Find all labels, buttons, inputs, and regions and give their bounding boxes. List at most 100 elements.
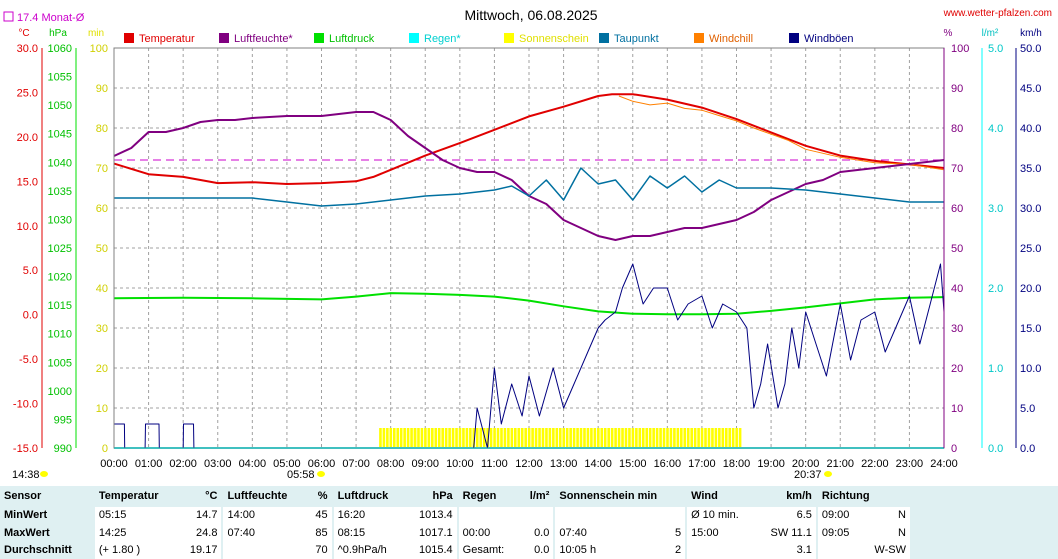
sunshine-bar [652, 428, 655, 448]
chart-title: Mittwoch, 06.08.2025 [464, 7, 597, 23]
unit-humidity: % [944, 28, 953, 39]
stats-cell: 19.17 [177, 541, 223, 559]
wind-tick: 40.0 [1020, 123, 1041, 135]
stats-cell: 14.7 [177, 506, 223, 525]
sunshine-bar [524, 428, 527, 448]
legend-windchill: Windchill [709, 33, 753, 45]
stats-filler [910, 506, 1058, 525]
sunshine-bar [614, 428, 617, 448]
pressure-tick: 1000 [48, 386, 72, 398]
sunshine-tick: 80 [96, 123, 108, 135]
x-tick-label: 09:00 [411, 458, 439, 470]
pressure-tick: 1035 [48, 186, 72, 198]
temperature-tick: 5.0 [23, 265, 38, 277]
sunshine-bar [413, 428, 417, 448]
sunshine-bar [635, 428, 638, 448]
windchill-line [618, 95, 945, 171]
sunshine-bar [465, 428, 469, 448]
pressure-tick: 1005 [48, 357, 72, 369]
stats-header-wind-unit: km/h [755, 486, 817, 507]
stats-cell: 16:20 [331, 506, 406, 525]
sunshine-bar [603, 428, 607, 448]
stats-header-direction: Richtung [815, 486, 910, 507]
temperature-tick: 15.0 [17, 176, 38, 188]
x-tick-label: 04:00 [239, 458, 267, 470]
stats-cell: 14:00 [221, 506, 307, 525]
temperature-tick: 0.0 [23, 310, 38, 322]
stats-cell: 00:00 [456, 524, 520, 542]
x-tick-label: 11:00 [481, 458, 508, 470]
sunshine-bar [517, 428, 521, 448]
sunshine-bar [399, 428, 403, 448]
sunshine-bar [489, 428, 493, 448]
x-tick-label: 07:00 [342, 458, 370, 470]
x-tick-label: 02:00 [169, 458, 197, 470]
sunshine-bar [704, 428, 707, 448]
sunshine-bar [607, 428, 610, 448]
legend-swatch-dewpoint [599, 33, 609, 43]
x-tick-label: 20:00 [792, 458, 820, 470]
site-link[interactable]: www.wetter-pfalzen.com [943, 8, 1052, 19]
sunshine-bar [700, 428, 704, 448]
unit-temperature: °C [18, 28, 29, 39]
sunshine-bar [655, 428, 659, 448]
wind-tick: 0.0 [1020, 443, 1035, 455]
stats-cell [815, 541, 862, 559]
grid [114, 48, 944, 448]
pressure-tick: 1025 [48, 243, 72, 255]
sunshine-tick: 30 [96, 323, 108, 335]
legend-swatch-rain [409, 33, 419, 43]
humidity-tick: 10 [951, 403, 963, 415]
stats-row-avg: Durchschnitt (+ 1.80 ) 19.17 70 ^0.9hPa/… [0, 541, 1058, 559]
sunshine-bar [586, 428, 590, 448]
temperature-tick: 10.0 [17, 221, 38, 233]
sunshine-bar [728, 428, 732, 448]
rain-tick: 0.0 [988, 443, 1003, 455]
sunshine-bar [482, 428, 486, 448]
x-tick-label: 08:00 [377, 458, 405, 470]
wind-tick: 45.0 [1020, 83, 1041, 95]
x-tick-label: 22:00 [861, 458, 889, 470]
sunshine-bar [690, 428, 693, 448]
sunshine-bar [638, 428, 642, 448]
sunshine-bar [496, 428, 500, 448]
x-tick-label: 06:00 [308, 458, 336, 470]
sunshine-bar [569, 428, 572, 448]
sunshine-bar [621, 428, 624, 448]
temperature-tick: -5.0 [19, 354, 38, 366]
pressure-tick: 995 [54, 414, 72, 426]
stats-cell [553, 506, 654, 525]
pressure-tick: 1030 [48, 214, 72, 226]
sunshine-bar [479, 428, 483, 448]
sunshine-bar [424, 428, 427, 448]
pressure-line [113, 292, 945, 316]
stats-cell [685, 541, 756, 559]
stats-cell: 45 [306, 506, 333, 525]
stats-cell: 70 [306, 541, 333, 559]
sunshine-bar [735, 428, 738, 448]
stats-cell: 0.0 [519, 524, 555, 542]
stats-header-humidity: Luftfeuchte [221, 486, 307, 507]
sunshine-bar [724, 428, 728, 448]
sunshine-bar [597, 428, 600, 448]
sunshine-bar [562, 428, 566, 448]
stats-header-temperature-unit: °C [177, 486, 223, 507]
stats-cell: 15:00 [685, 524, 756, 542]
month-avg-label: 17.4 Monat-Ø [17, 12, 85, 24]
pressure-tick: 1045 [48, 129, 72, 141]
sunshine-bar [503, 428, 507, 448]
legend-temperature: Temperatur [139, 33, 195, 45]
sunshine-tick: 70 [96, 163, 108, 175]
pressure-tick: 990 [54, 443, 72, 455]
sunshine-bar [579, 428, 583, 448]
sunshine-bar [548, 428, 552, 448]
stats-header-sunshine: Sonnenschein min [553, 486, 687, 507]
stats-cell: 10:05 h [553, 541, 654, 559]
stats-cell: (+ 1.80 ) [92, 541, 178, 559]
sunshine-bar [593, 428, 597, 448]
sunshine-bar [666, 428, 669, 448]
legend-gusts: Windböen [804, 33, 854, 45]
stats-cell: 85 [306, 524, 333, 542]
wind-tick: 30.0 [1020, 203, 1041, 215]
wind-tick: 35.0 [1020, 163, 1041, 175]
